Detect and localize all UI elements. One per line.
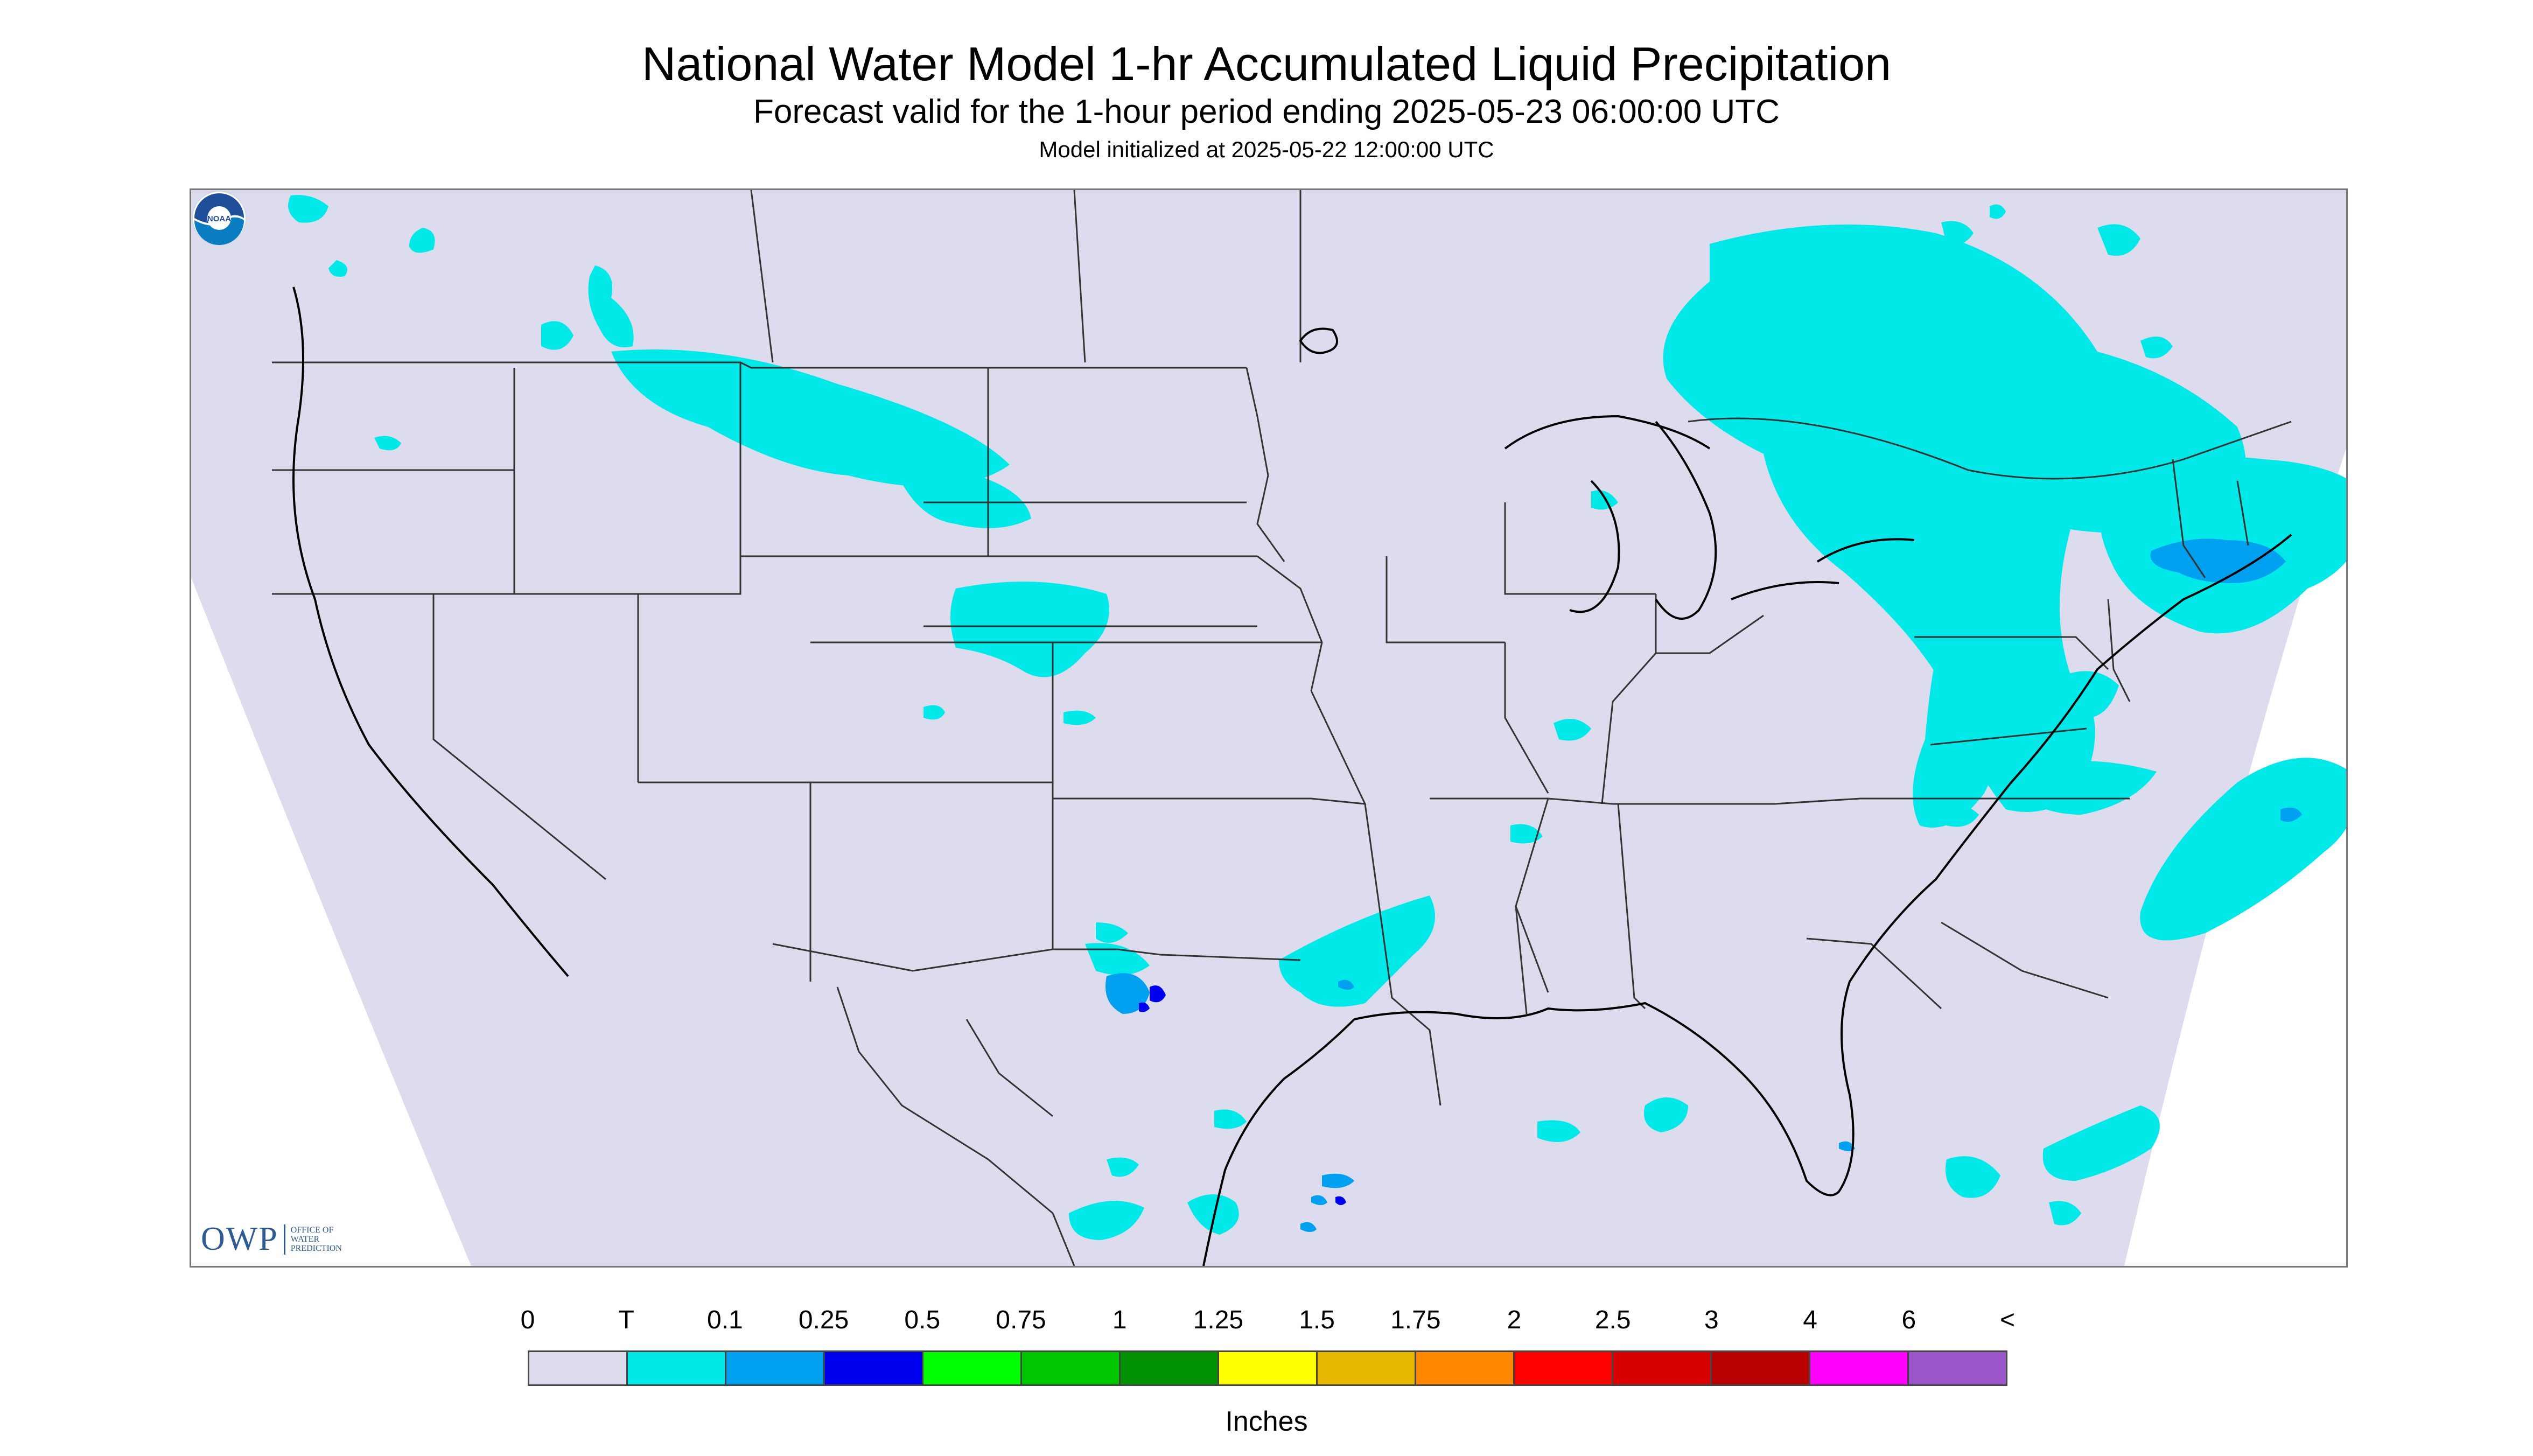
legend-tick-label: 0.25 [798,1306,849,1334]
noaa-logo: NOAA [192,191,247,246]
legend-tick-label: 6 [1901,1306,1916,1334]
legend-tick-label: 0.75 [996,1306,1046,1334]
owp-logo-mark: OWP [201,1221,278,1257]
color-scale-bar [528,1350,2007,1386]
legend-tick-label: 0.1 [707,1306,743,1334]
color-scale-box [1318,1352,1416,1384]
legend-tick-label: 1 [1112,1306,1127,1334]
state-boundaries [272,190,2292,1266]
color-scale-box [1613,1352,1712,1384]
legend-tick-label: 2 [1507,1306,1522,1334]
color-scale-box [1712,1352,1810,1384]
color-scale-box [726,1352,825,1384]
owp-logo: OWP OFFICE OF WATER PREDICTION [201,1220,342,1258]
legend-tick-label: T [618,1306,634,1334]
owp-logo-text: OFFICE OF WATER PREDICTION [291,1226,342,1253]
legend-tick-label: 0 [520,1306,535,1334]
forecast-valid-subtitle: Forecast valid for the 1-hour period end… [753,93,1780,130]
color-scale-box [825,1352,923,1384]
legend-tick-label: 0.5 [904,1306,941,1334]
precip-trace-areas [288,195,2346,1240]
map-canvas [191,190,2346,1266]
owp-text-line: WATER [290,1235,320,1244]
legend-tick-label: < [1999,1306,2016,1334]
legend-units-label: Inches [1225,1406,1308,1437]
precip-moderate-areas [1139,985,1346,1205]
owp-text-line: PREDICTION [290,1244,342,1253]
legend-tick-label: 1.75 [1390,1306,1441,1334]
color-scale-box [1810,1352,1909,1384]
owp-text-line: OFFICE OF [290,1226,334,1235]
color-scale-box [529,1352,628,1384]
color-scale-box [1219,1352,1318,1384]
map-title: National Water Model 1-hr Accumulated Li… [641,37,1892,90]
legend-tick-label: 1.5 [1299,1306,1335,1334]
coastlines [292,286,2292,1266]
color-scale-box [1515,1352,1613,1384]
color-scale-box [1416,1352,1515,1384]
precip-light-areas [1105,538,2302,1232]
color-scale-box [628,1352,726,1384]
legend-tick-label: 4 [1803,1306,1817,1334]
precipitation-map: OWP OFFICE OF WATER PREDICTION NOAA [190,188,2348,1268]
color-scale-box [923,1352,1022,1384]
noaa-logo-text: NOAA [207,214,231,223]
legend-tick-label: 2.5 [1594,1306,1631,1334]
color-scale-box [1909,1352,2006,1384]
owp-logo-divider [283,1224,285,1255]
model-initialized-note: Model initialized at 2025-05-22 12:00:00… [1039,137,1494,162]
color-scale-box [1121,1352,1219,1384]
color-scale-box [1022,1352,1121,1384]
legend-tick-label: 3 [1704,1306,1719,1334]
legend-tick-label: 1.25 [1193,1306,1244,1334]
